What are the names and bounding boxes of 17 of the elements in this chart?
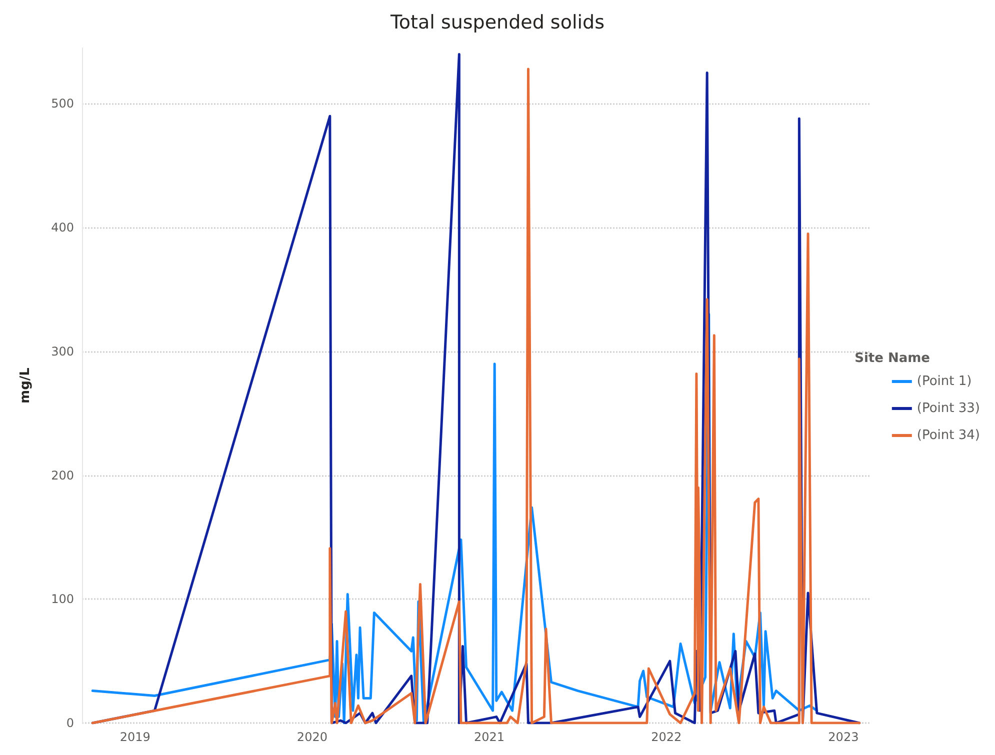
chart-title: Total suspended solids: [390, 12, 604, 34]
y-tick-label: 100: [51, 592, 74, 606]
legend-label: (Point 33): [916, 401, 980, 416]
y-tick-label: 300: [51, 344, 74, 358]
y-tick-label: 200: [51, 468, 74, 482]
x-tick-label: 2023: [828, 730, 859, 744]
x-tick-label: 2022: [651, 730, 682, 744]
legend-label: (Point 1): [916, 374, 972, 389]
legend-title: Site Name: [854, 351, 930, 366]
legend-label: (Point 34): [916, 428, 980, 443]
y-tick-label: 400: [51, 220, 74, 235]
y-axis-title: mg/L: [18, 368, 33, 404]
y-tick-label: 0: [66, 716, 74, 730]
x-tick-label: 2019: [120, 730, 150, 744]
x-tick-label: 2021: [474, 730, 505, 744]
x-tick-label: 2020: [296, 730, 328, 744]
y-tick-label: 500: [51, 96, 74, 111]
